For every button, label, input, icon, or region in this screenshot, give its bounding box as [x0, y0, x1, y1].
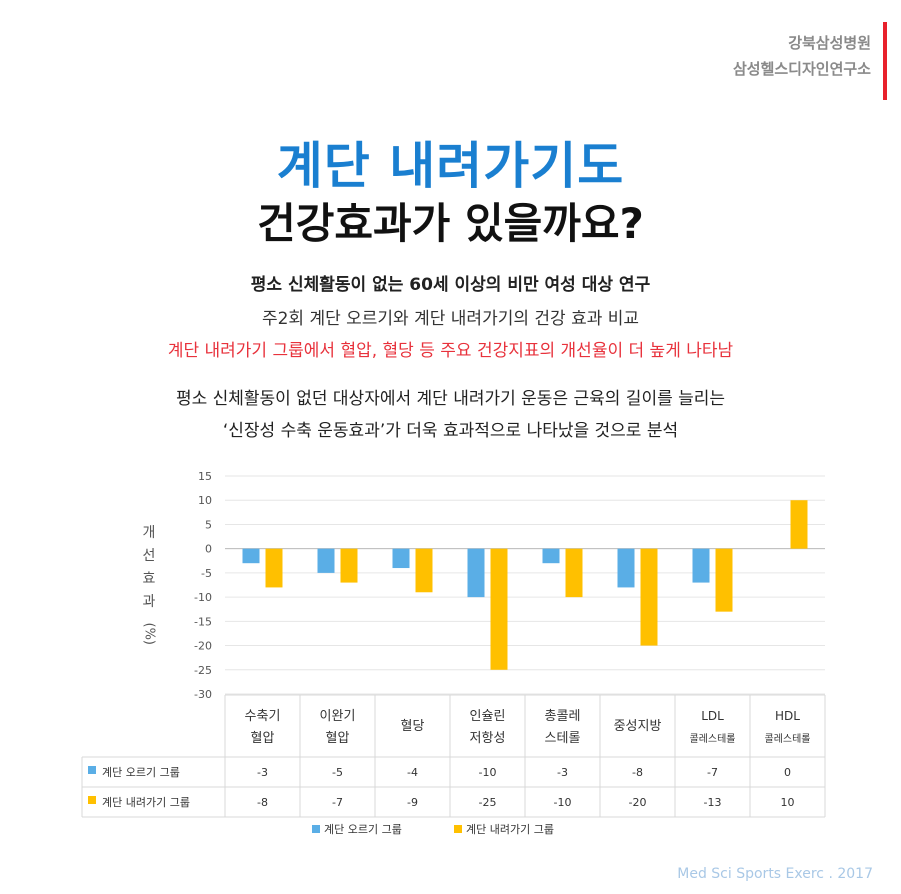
table-value: -9: [407, 796, 418, 809]
bar-climb-4: [467, 548, 485, 598]
category-label: HDL: [775, 709, 800, 723]
y-tick-label: -10: [194, 591, 212, 604]
y-tick-label: -5: [201, 567, 212, 580]
table-value: -3: [257, 766, 268, 779]
table-value: -25: [479, 796, 497, 809]
table-value: -20: [629, 796, 647, 809]
bar-climb-3: [392, 548, 410, 569]
table-series-name: 계단 내려가기 그룹: [102, 796, 190, 809]
bar-climb-6: [617, 548, 635, 588]
org-accent-bar: [883, 22, 887, 100]
bar-climb-2: [317, 548, 335, 573]
legend-label: 계단 내려가기 그룹: [466, 823, 554, 836]
org-name-2: 삼성헬스디자인연구소: [732, 60, 871, 78]
legend-label: 계단 오르기 그룹: [324, 823, 402, 836]
bar-climb-5: [542, 548, 560, 564]
category-label: LDL: [701, 709, 724, 723]
legend-swatch: [312, 825, 320, 833]
y-tick-label: 15: [198, 470, 212, 483]
table-series-key: [88, 796, 96, 804]
body-line-5: ‘신장성 수축 운동효과’가 더욱 효과적으로 나타났을 것으로 분석: [222, 421, 679, 441]
bar-descend-3: [415, 548, 433, 593]
table-series-key: [88, 766, 96, 774]
table-value: -7: [707, 766, 718, 779]
title-line-1: 계단 내려가기도: [276, 137, 625, 195]
category-label: 혈당: [401, 719, 425, 734]
category-label: 총콜레: [545, 709, 581, 724]
body-line-1: 평소 신체활동이 없는 60세 이상의 비만 여성 대상 연구: [250, 275, 651, 295]
table-value: -10: [554, 796, 572, 809]
table-value: -7: [332, 796, 343, 809]
category-label: 중성지방: [614, 719, 662, 734]
source-citation: Med Sci Sports Exerc . 2017: [677, 866, 873, 882]
y-tick-label: -25: [194, 664, 212, 677]
table-value: 0: [784, 766, 791, 779]
bar-descend-2: [340, 548, 358, 583]
category-label: 혈압: [251, 731, 275, 746]
table-value: 10: [781, 796, 795, 809]
y-tick-label: -15: [194, 615, 212, 628]
bar-descend-7: [715, 548, 733, 612]
table-value: -13: [704, 796, 722, 809]
org-name-1: 강북삼성병원: [788, 34, 871, 52]
body-line-3: 계단 내려가기 그룹에서 혈압, 혈당 등 주요 건강지표의 개선율이 더 높게…: [167, 341, 734, 361]
category-label: 콜레스테롤: [765, 733, 811, 745]
bar-descend-4: [490, 548, 508, 670]
bar-descend-1: [265, 548, 283, 588]
table-value: -4: [407, 766, 418, 779]
organization-block: 강북삼성병원 삼성헬스디자인연구소: [733, 30, 871, 82]
category-label: 저항성: [470, 731, 506, 746]
bar-climb-1: [242, 548, 260, 564]
body-line-4: 평소 신체활동이 없던 대상자에서 계단 내려가기 운동은 근육의 길이를 늘리…: [175, 389, 726, 409]
category-label: 이완기: [320, 709, 356, 724]
table-value: -5: [332, 766, 343, 779]
bar-climb-7: [692, 548, 710, 583]
bar-descend-6: [640, 548, 658, 646]
table-value: -3: [557, 766, 568, 779]
body-line-2: 주2회 계단 오르기와 계단 내려가기의 건강 효과 비교: [261, 309, 640, 329]
y-tick-label: 5: [205, 518, 212, 531]
bar-descend-5: [565, 548, 583, 598]
table-series-name: 계단 오르기 그룹: [102, 766, 180, 779]
table-value: -8: [632, 766, 643, 779]
y-tick-label: -30: [194, 688, 212, 701]
category-label: 수축기: [245, 709, 281, 724]
y-tick-label: 0: [205, 543, 212, 556]
legend-swatch: [454, 825, 462, 833]
category-label: 콜레스테롤: [690, 733, 736, 745]
title-line-2: 건강효과가 있을까요?: [257, 199, 644, 248]
category-label: 혈압: [326, 731, 350, 746]
bar-descend-8: [790, 500, 808, 549]
table-value: -8: [257, 796, 268, 809]
table-value: -10: [479, 766, 497, 779]
y-tick-label: -20: [194, 640, 212, 653]
category-label: 인슐린: [470, 709, 506, 724]
y-tick-label: 10: [198, 494, 212, 507]
y-axis-label: 개 선 효 과 (%): [141, 525, 157, 645]
category-label: 스테롤: [545, 731, 581, 746]
